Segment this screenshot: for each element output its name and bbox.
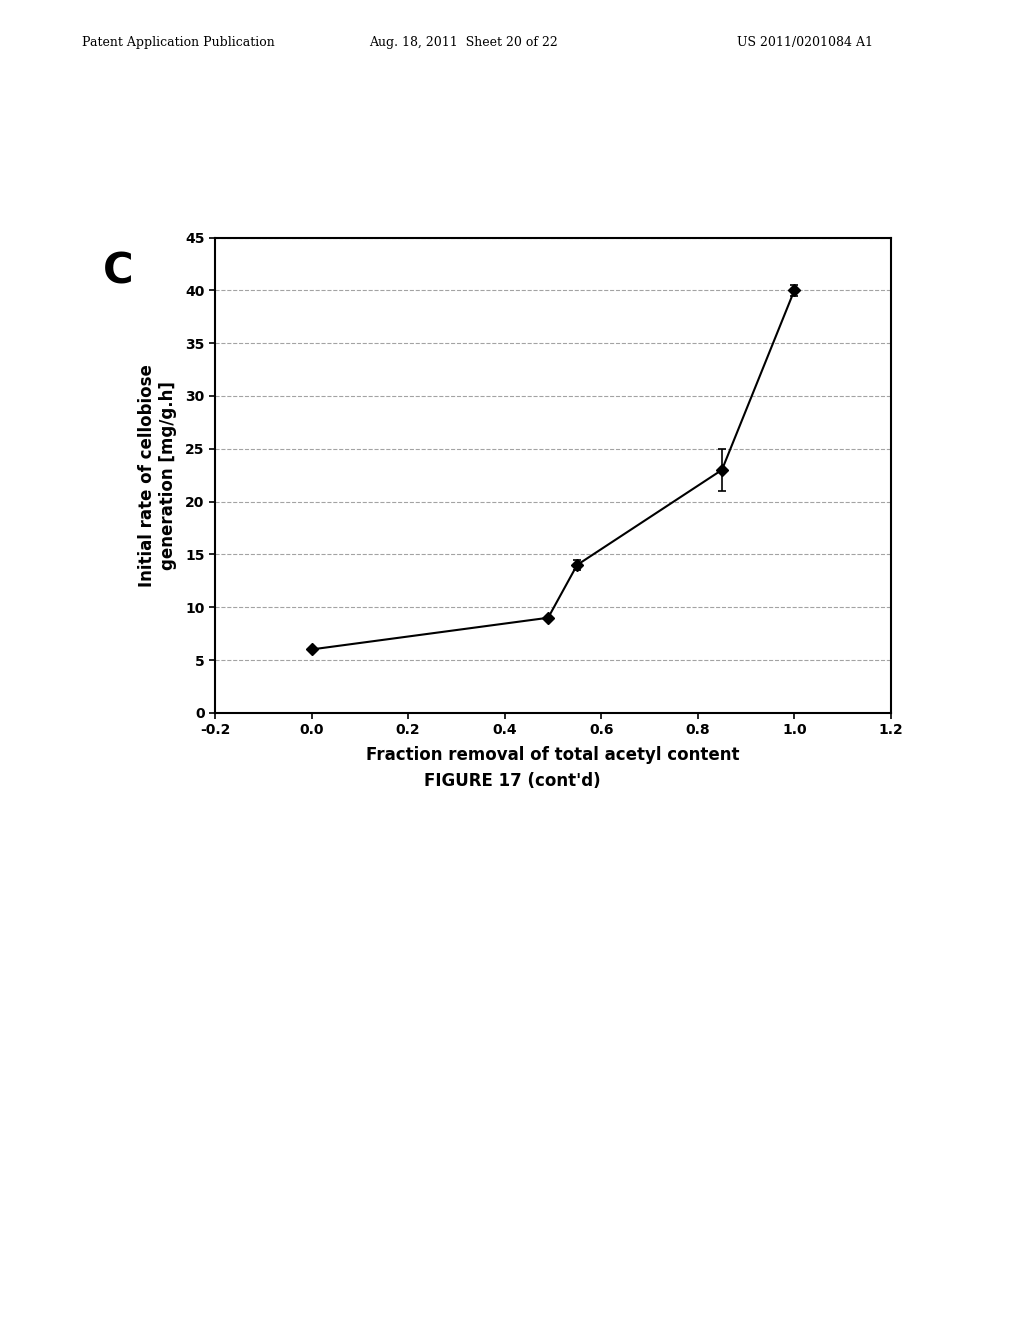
Text: US 2011/0201084 A1: US 2011/0201084 A1	[737, 36, 873, 49]
Text: C: C	[102, 251, 133, 293]
Text: Aug. 18, 2011  Sheet 20 of 22: Aug. 18, 2011 Sheet 20 of 22	[369, 36, 557, 49]
Text: FIGURE 17 (cont'd): FIGURE 17 (cont'd)	[424, 772, 600, 791]
Text: Patent Application Publication: Patent Application Publication	[82, 36, 274, 49]
Y-axis label: Initial rate of cellobiose
generation [mg/g.h]: Initial rate of cellobiose generation [m…	[138, 364, 177, 586]
X-axis label: Fraction removal of total acetyl content: Fraction removal of total acetyl content	[367, 746, 739, 763]
